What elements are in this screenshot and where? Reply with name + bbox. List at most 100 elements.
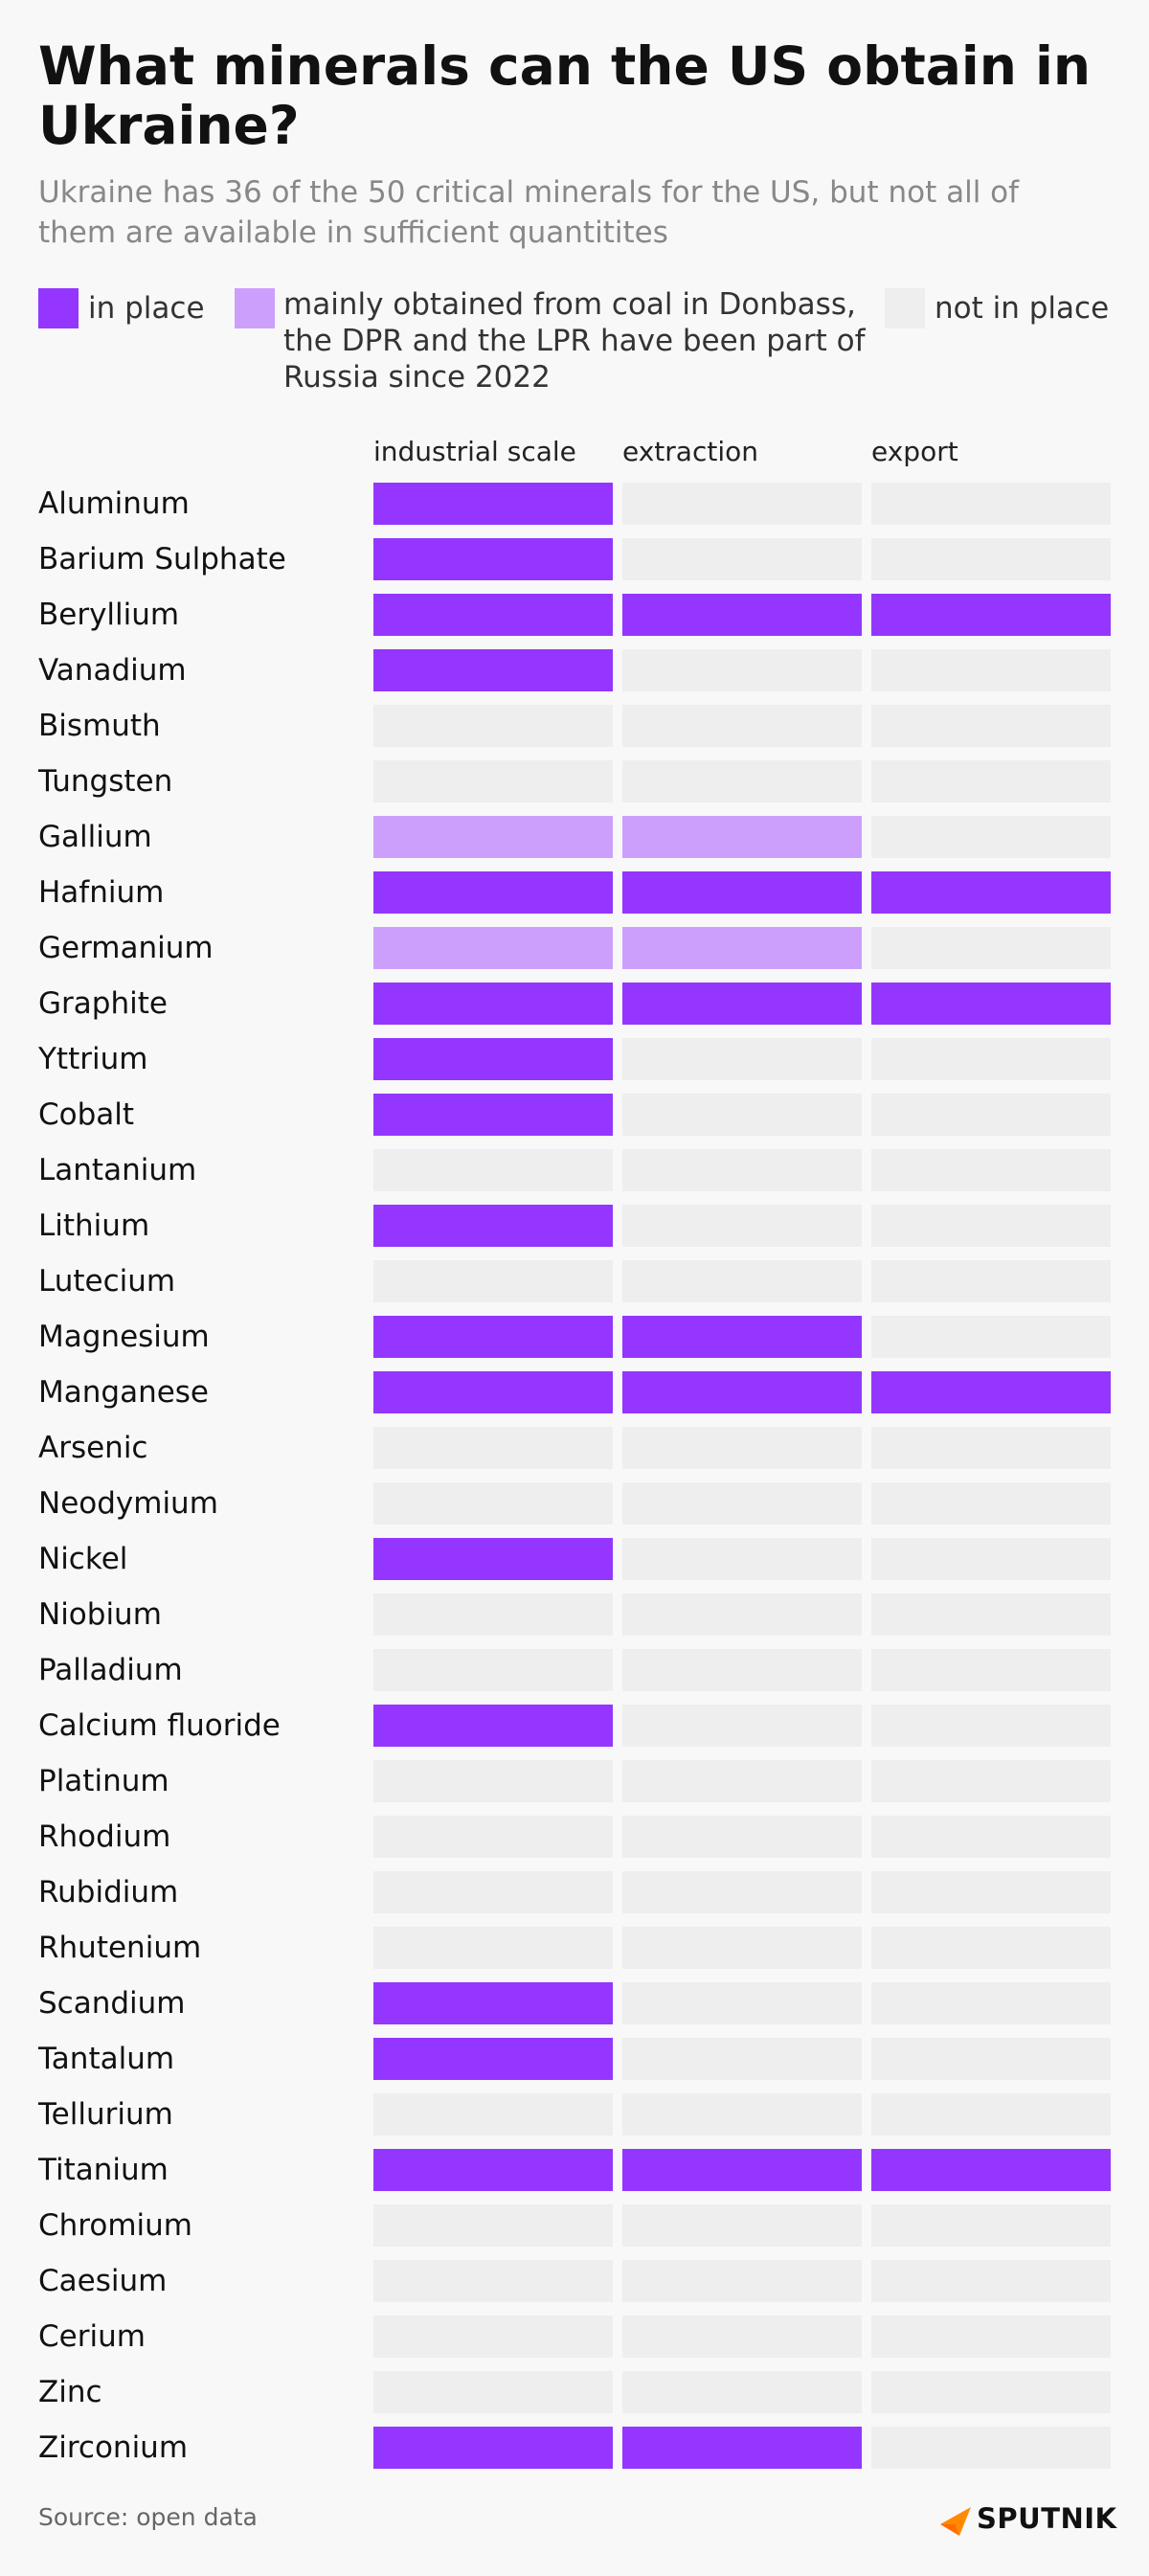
status-cell-extraction bbox=[622, 927, 862, 969]
status-cell-export bbox=[871, 1760, 1111, 1802]
mineral-label: Tellurium bbox=[37, 2097, 173, 2132]
status-cell-extraction bbox=[622, 871, 862, 914]
status-cell-extraction bbox=[622, 2371, 862, 2413]
mineral-label: Graphite bbox=[38, 986, 168, 1021]
sputnik-logo-icon bbox=[940, 2507, 971, 2536]
status-cell-extraction bbox=[622, 760, 862, 802]
source-note: Source: open data bbox=[38, 2503, 258, 2531]
status-cell-industrial-scale bbox=[373, 927, 613, 969]
mineral-row-manganese: Manganese bbox=[38, 1371, 1111, 1413]
status-cell-export bbox=[871, 2149, 1111, 2191]
status-cell-export bbox=[871, 1538, 1111, 1580]
mineral-row-caesium: Caesium bbox=[38, 2260, 1111, 2302]
mineral-label: Tungsten bbox=[37, 764, 172, 799]
status-cell-industrial-scale bbox=[373, 2371, 613, 2413]
status-cell-export bbox=[871, 1593, 1111, 1636]
column-header-extraction: extraction bbox=[622, 436, 758, 467]
status-cell-extraction bbox=[622, 816, 862, 858]
mineral-label: Neodymium bbox=[38, 1486, 218, 1521]
status-cell-extraction bbox=[622, 1760, 862, 1802]
status-cell-industrial-scale bbox=[373, 2260, 613, 2302]
mineral-row-barium-sulphate: Barium Sulphate bbox=[38, 538, 1111, 580]
mineral-label: Vanadium bbox=[38, 653, 187, 688]
status-cell-export bbox=[871, 705, 1111, 747]
status-cell-export bbox=[871, 538, 1111, 580]
status-cell-industrial-scale bbox=[373, 1982, 613, 2024]
mineral-label: Palladium bbox=[38, 1653, 183, 1687]
status-cell-export bbox=[871, 1816, 1111, 1858]
status-cell-industrial-scale bbox=[373, 1149, 613, 1191]
status-cell-export bbox=[871, 983, 1111, 1025]
mineral-label: Platinum bbox=[38, 1764, 169, 1798]
legend-label-not-in-place: not in place bbox=[935, 291, 1110, 326]
status-cell-extraction bbox=[622, 2204, 862, 2247]
mineral-label: Manganese bbox=[38, 1375, 209, 1410]
mineral-row-beryllium: Beryllium bbox=[38, 594, 1111, 636]
legend-swatch-donbass bbox=[235, 288, 275, 328]
mineral-row-zinc: Zinc bbox=[38, 2371, 1111, 2413]
status-cell-industrial-scale bbox=[373, 1427, 613, 1469]
status-cell-export bbox=[871, 2427, 1111, 2469]
status-cell-industrial-scale bbox=[373, 2427, 613, 2469]
status-cell-export bbox=[871, 649, 1111, 691]
status-cell-export bbox=[871, 1427, 1111, 1469]
status-cell-extraction bbox=[622, 1705, 862, 1747]
status-cell-export bbox=[871, 2038, 1111, 2080]
status-cell-export bbox=[871, 1871, 1111, 1913]
chart-subtitle: Ukraine has 36 of the 50 critical minera… bbox=[38, 175, 1020, 250]
mineral-label: Titanium bbox=[37, 2153, 169, 2187]
mineral-row-hafnium: Hafnium bbox=[38, 871, 1111, 914]
mineral-row-tantalum: Tantalum bbox=[37, 2038, 1111, 2080]
status-cell-extraction bbox=[622, 705, 862, 747]
status-cell-export bbox=[871, 760, 1111, 802]
mineral-row-vanadium: Vanadium bbox=[38, 649, 1111, 691]
status-cell-extraction bbox=[622, 2149, 862, 2191]
status-cell-industrial-scale bbox=[373, 2204, 613, 2247]
mineral-label: Rhodium bbox=[38, 1819, 170, 1854]
status-cell-industrial-scale bbox=[373, 1316, 613, 1358]
mineral-label: Arsenic bbox=[38, 1431, 147, 1465]
status-cell-industrial-scale bbox=[373, 1816, 613, 1858]
mineral-row-graphite: Graphite bbox=[38, 983, 1111, 1025]
mineral-row-zirconium: Zirconium bbox=[38, 2427, 1111, 2469]
legend-swatch-not-in-place bbox=[885, 288, 925, 328]
legend-label-in-place: in place bbox=[88, 291, 205, 326]
status-cell-extraction bbox=[622, 2316, 862, 2358]
status-cell-industrial-scale bbox=[373, 2316, 613, 2358]
column-header-industrial-scale: industrial scale bbox=[373, 436, 576, 467]
status-cell-extraction bbox=[622, 2038, 862, 2080]
status-cell-industrial-scale bbox=[373, 1649, 613, 1691]
mineral-label: Calcium fluoride bbox=[38, 1708, 281, 1743]
status-cell-extraction bbox=[622, 1038, 862, 1080]
status-cell-export bbox=[871, 927, 1111, 969]
status-cell-industrial-scale bbox=[373, 1371, 613, 1413]
status-cell-industrial-scale bbox=[373, 816, 613, 858]
mineral-row-nickel: Nickel bbox=[38, 1538, 1111, 1580]
status-cell-export bbox=[871, 1927, 1111, 1969]
status-cell-extraction bbox=[622, 1871, 862, 1913]
mineral-label: Lithium bbox=[38, 1209, 149, 1243]
status-cell-export bbox=[871, 1649, 1111, 1691]
mineral-label: Niobium bbox=[38, 1597, 162, 1632]
status-cell-extraction bbox=[622, 1927, 862, 1969]
mineral-row-rhodium: Rhodium bbox=[38, 1816, 1111, 1858]
mineral-row-neodymium: Neodymium bbox=[38, 1482, 1111, 1525]
mineral-label: Scandium bbox=[38, 1986, 186, 2021]
status-cell-industrial-scale bbox=[373, 1871, 613, 1913]
status-cell-industrial-scale bbox=[373, 483, 613, 525]
status-cell-extraction bbox=[622, 1260, 862, 1302]
mineral-label: Rhutenium bbox=[38, 1931, 201, 1965]
mineral-label: Tantalum bbox=[37, 2042, 174, 2076]
status-cell-extraction bbox=[622, 1649, 862, 1691]
status-cell-export bbox=[871, 2093, 1111, 2135]
mineral-label: Zinc bbox=[38, 2375, 102, 2409]
status-cell-extraction bbox=[622, 1538, 862, 1580]
mineral-label: Nickel bbox=[38, 1542, 127, 1576]
status-cell-export bbox=[871, 1482, 1111, 1525]
status-cell-extraction bbox=[622, 594, 862, 636]
mineral-row-calcium-fluoride: Calcium fluoride bbox=[38, 1705, 1111, 1747]
status-cell-industrial-scale bbox=[373, 2093, 613, 2135]
status-cell-industrial-scale bbox=[373, 1593, 613, 1636]
mineral-label: Barium Sulphate bbox=[38, 542, 286, 576]
